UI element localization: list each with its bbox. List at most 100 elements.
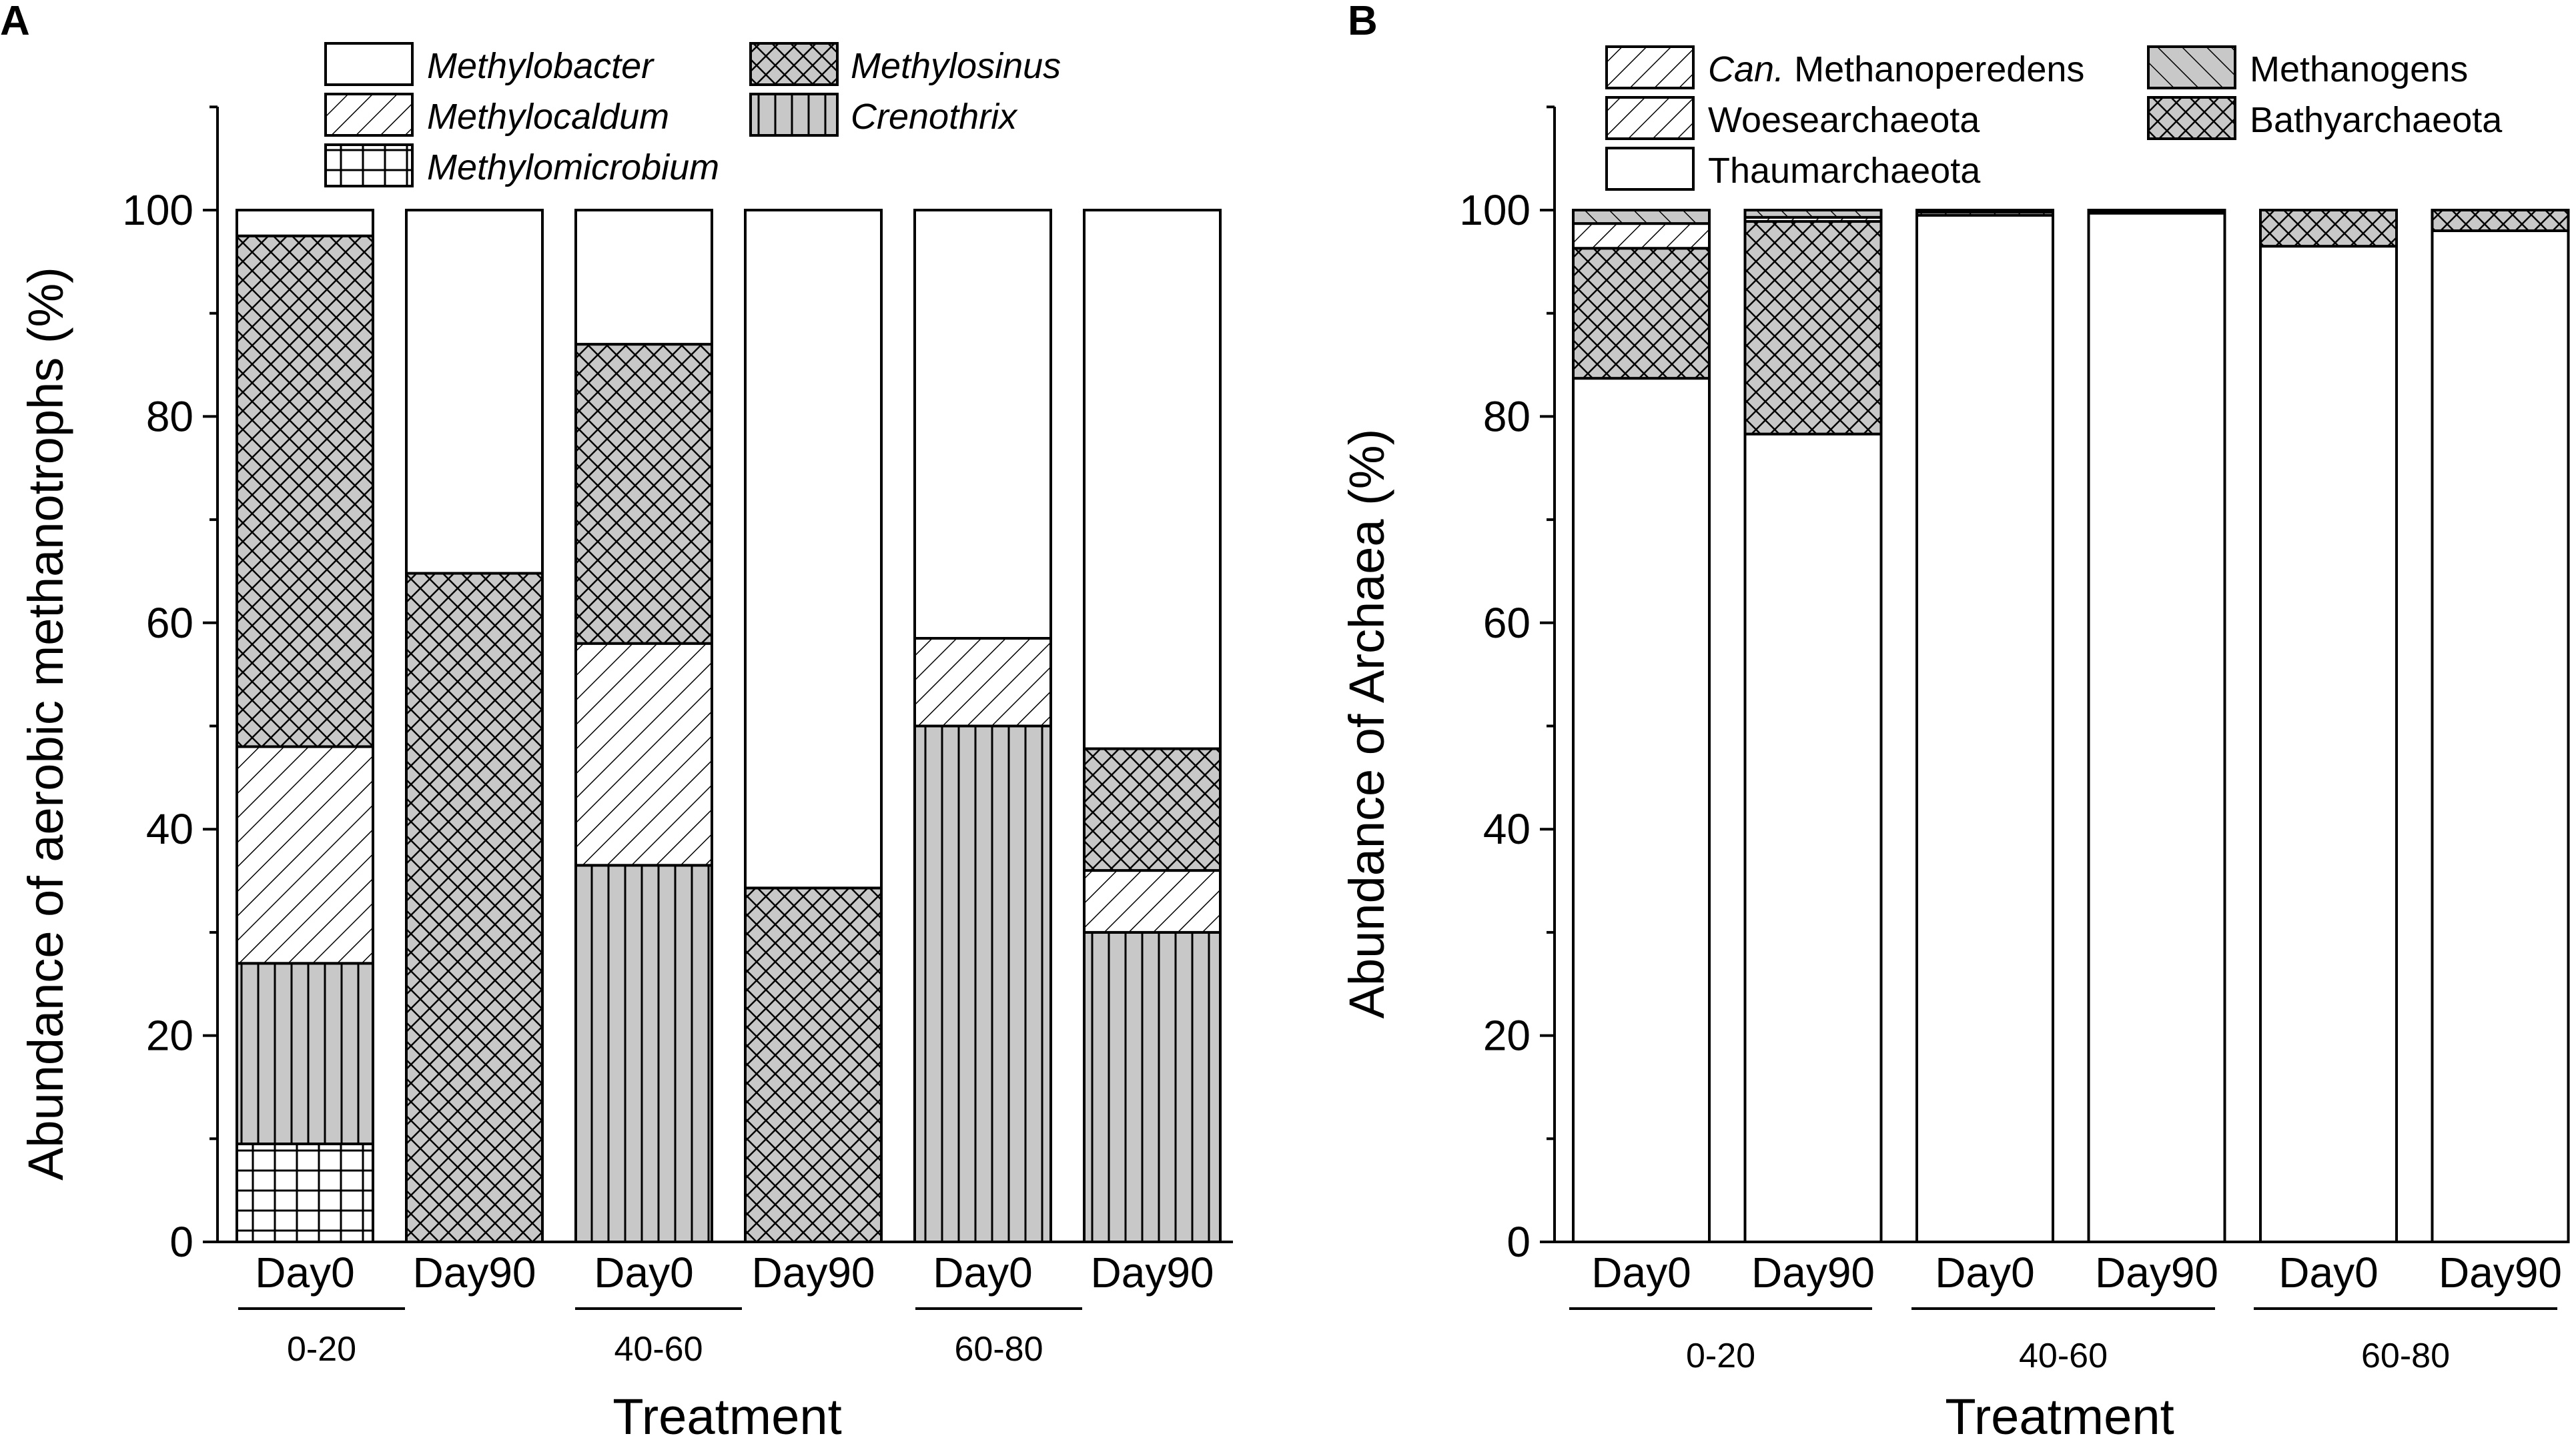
legend-label-methanogens: Methanogens xyxy=(2250,49,2468,89)
legend-label-bathyarchaeota: Bathyarchaeota xyxy=(2250,100,2503,140)
legend-swatch-bathyarchaeota xyxy=(2147,96,2236,140)
panel-a-bar-4-methylobacter xyxy=(744,209,883,890)
panel-a-bar-6-crenothrix xyxy=(1083,930,1222,1244)
panel-a-bar-3-methylocaldum xyxy=(574,642,713,867)
panel-a-bar-6-methylobacter xyxy=(1083,209,1222,750)
panel-a-group-label: 0-20 xyxy=(287,1330,356,1369)
legend-label-can-prefix: Can. xyxy=(1708,49,1784,89)
panel-b-group-label: 0-20 xyxy=(1686,1337,1755,1375)
panel-b-x-category-label: Day90 xyxy=(2439,1249,2562,1297)
panel-b-bar-4-methanogens xyxy=(2087,209,2226,213)
panel-b-x-category-label: Day0 xyxy=(1935,1249,2034,1297)
panel-a-bar-2-methylosinus xyxy=(405,572,544,1243)
panel-b-bar-6-bathyarchaeota xyxy=(2431,209,2570,232)
legend-label-methylomicrobium: Methylomicrobium xyxy=(427,147,719,187)
panel-a-bar-5-methylocaldum xyxy=(913,637,1052,728)
panel-b-y-tick-label: 80 xyxy=(1483,392,1531,440)
panel-a-letter: A xyxy=(0,0,30,44)
legend-swatch-methylosinus xyxy=(749,42,839,86)
panel-b-y-tick-label: 100 xyxy=(1459,186,1531,234)
panel-b-legend: Can. Methanoperedens Methanogens Woesear… xyxy=(1605,45,2503,191)
panel-b-x-axis-label: Treatment xyxy=(1945,1389,2174,1442)
legend-label-methylobacter: Methylobacter xyxy=(427,46,655,86)
panel-b-bar-3-thaumarchaeota xyxy=(1915,213,2054,1243)
legend-label-can-rest: Methanoperedens xyxy=(1784,49,2084,89)
panel-a-bar-1-crenothrix xyxy=(236,962,374,1146)
panel-a-y-tick-label: 60 xyxy=(146,599,193,647)
panel-b-group-label: 60-80 xyxy=(2361,1337,2450,1375)
panel-a-group-label: 60-80 xyxy=(955,1330,1043,1369)
panel-b-bar-3-methanogens xyxy=(1915,209,2054,214)
panel-b-y-axis-label: Abundance of Archaea (%) xyxy=(1339,429,1394,1018)
panel-a-y-tick-label: 80 xyxy=(146,392,193,440)
panel-a-x-category-label: Day90 xyxy=(413,1249,536,1297)
panel-b-bar-2-bathyarchaeota xyxy=(1743,220,1883,436)
panel-b-group-label: 40-60 xyxy=(2019,1337,2108,1375)
panel-a-bar-1-methylomicrobium xyxy=(236,1143,374,1244)
panel-a-y-tick-label: 40 xyxy=(146,805,193,853)
panel-a-bar-1-methylosinus xyxy=(236,234,374,748)
panel-a-bar-5-crenothrix xyxy=(913,724,1052,1243)
panel-a-y-axis-label: Abundance of aerobic methanotrophs (%) xyxy=(18,267,73,1181)
panel-b-bar-5-thaumarchaeota xyxy=(2259,245,2398,1243)
legend-swatch-crenothrix xyxy=(749,93,839,137)
legend-swatch-thaumarchaeota xyxy=(1605,147,1695,191)
panel-a-plot: 0 20 40 60 80 100 Day0 Day90 Day0 Day90 Day0 Day90 0… xyxy=(122,105,1233,1369)
panel-a-x-category-label: Day90 xyxy=(752,1249,875,1297)
panel-b-x-category-label: Day0 xyxy=(1591,1249,1691,1297)
legend-swatch-woesearchaeota xyxy=(1605,96,1695,140)
panel-b-bar-1-woesearchaeota xyxy=(1572,222,1711,250)
panel-a-x-category-label: Day0 xyxy=(933,1249,1032,1297)
panel-b-bar-1-bathyarchaeota xyxy=(1572,247,1711,380)
legend-label-thaumarchaeota: Thaumarchaeota xyxy=(1708,151,1981,191)
panel-a-y-tick-label: 0 xyxy=(169,1218,193,1266)
panel-a-bar-6-methylosinus xyxy=(1083,747,1222,872)
legend-label-crenothrix: Crenothrix xyxy=(851,97,1018,137)
panel-b-bar-1-thaumarchaeota xyxy=(1572,377,1711,1243)
panel-a: A Methylobacter Methylosinus Methylocald… xyxy=(0,0,1233,1442)
panel-a-bar-3-methylobacter xyxy=(574,209,713,346)
panel-b-x-category-label: Day90 xyxy=(2095,1249,2218,1297)
panel-a-x-category-label: Day0 xyxy=(255,1249,354,1297)
legend-label-can-methanoperedens: Can. Methanoperedens xyxy=(1708,49,2084,89)
panel-a-x-axis-label: Treatment xyxy=(612,1389,842,1442)
panel-b-letter: B xyxy=(1348,0,1378,44)
panel-a-bar-1-methylocaldum xyxy=(236,745,374,965)
panel-b-bar-1-methanogens xyxy=(1572,209,1711,225)
panel-b-x-category-label: Day0 xyxy=(2278,1249,2378,1297)
legend-swatch-methanogens xyxy=(2147,45,2236,89)
panel-a-group-label: 40-60 xyxy=(614,1330,703,1369)
panel-b-x-category-label: Day90 xyxy=(1751,1249,1875,1297)
panel-a-bar-5-methylobacter xyxy=(913,209,1052,640)
panel-b-bar-2-methanogens xyxy=(1743,209,1883,219)
legend-label-woesearchaeota: Woesearchaeota xyxy=(1708,100,1980,140)
panel-b-y-tick-label: 20 xyxy=(1483,1012,1531,1060)
panel-a-x-category-label: Day90 xyxy=(1091,1249,1214,1297)
panel-b-bar-2-thaumarchaeota xyxy=(1743,432,1883,1243)
panel-a-bar-2-methylobacter xyxy=(405,209,544,575)
panel-b-plot: 0 20 40 60 80 100 Day0 Day90 Day0 Day90 Day0 Day90 0… xyxy=(1459,105,2570,1375)
panel-b-y-tick-label: 40 xyxy=(1483,805,1531,853)
legend-swatch-methylomicrobium xyxy=(324,143,414,187)
panel-b-bar-4-thaumarchaeota xyxy=(2087,211,2226,1243)
panel-a-y-tick-label: 20 xyxy=(146,1012,193,1060)
panel-a-bar-4-methylosinus xyxy=(744,886,883,1243)
panel-a-bar-6-methylocaldum xyxy=(1083,869,1222,934)
panel-a-legend: Methylobacter Methylosinus Methylocaldum… xyxy=(324,42,1061,187)
legend-swatch-methylocaldum xyxy=(324,93,414,137)
panel-b-y-tick-label: 0 xyxy=(1507,1218,1531,1266)
legend-swatch-methylobacter xyxy=(324,42,414,86)
panel-a-y-tick-label: 100 xyxy=(122,186,193,234)
legend-swatch-can-methanoperedens xyxy=(1605,45,1695,89)
panel-b-bar-5-bathyarchaeota xyxy=(2259,209,2398,248)
legend-label-methylosinus: Methylosinus xyxy=(851,46,1061,86)
panel-a-bar-3-crenothrix xyxy=(574,864,713,1243)
panel-a-bar-3-methylosinus xyxy=(574,343,713,645)
panel-b-bar-6-thaumarchaeota xyxy=(2431,229,2570,1244)
legend-label-methylocaldum: Methylocaldum xyxy=(427,97,669,137)
panel-a-x-category-label: Day0 xyxy=(594,1249,693,1297)
panel-a-bar-1-methylobacter xyxy=(236,209,374,237)
panel-b: B Can. Methanoperedens Methanogens Woese… xyxy=(1339,0,2570,1442)
panel-b-y-tick-label: 60 xyxy=(1483,599,1531,647)
